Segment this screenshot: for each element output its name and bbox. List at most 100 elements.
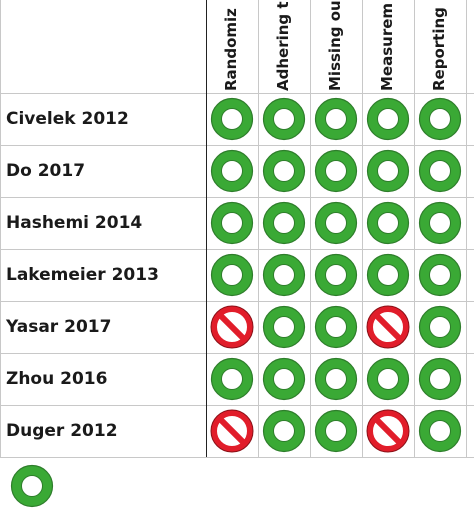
grid-line xyxy=(0,301,474,302)
low-risk-icon xyxy=(314,357,358,401)
rating-cell xyxy=(362,353,414,405)
rating-cell xyxy=(362,145,414,197)
low-risk-icon xyxy=(262,357,306,401)
rating-cell xyxy=(362,93,414,145)
domain-header: Measurem xyxy=(362,0,414,93)
rating-cell xyxy=(206,405,258,457)
low-risk-icon xyxy=(418,97,462,141)
rating-cell xyxy=(310,93,362,145)
domain-header: Adhering t xyxy=(258,0,310,93)
rating-cell xyxy=(258,93,310,145)
grid-line xyxy=(0,405,474,406)
rating-cell xyxy=(414,145,466,197)
domain-label: Adhering t xyxy=(274,1,292,91)
rating-cell xyxy=(414,197,466,249)
domain-header: Reporting xyxy=(414,0,466,93)
low-risk-icon xyxy=(418,149,462,193)
grid-line xyxy=(0,145,474,146)
rating-cell xyxy=(206,353,258,405)
grid-line xyxy=(0,93,474,94)
study-label: Duger 2012 xyxy=(6,421,118,441)
rating-cell xyxy=(258,249,310,301)
high-risk-icon xyxy=(210,409,254,453)
rating-cell xyxy=(362,197,414,249)
rating-cell xyxy=(258,301,310,353)
rating-cell xyxy=(362,301,414,353)
study-label: Civelek 2012 xyxy=(6,109,129,129)
low-risk-icon xyxy=(210,201,254,245)
low-risk-icon xyxy=(314,253,358,297)
low-risk-icon xyxy=(366,201,410,245)
high-risk-icon xyxy=(366,305,410,349)
low-risk-icon xyxy=(366,253,410,297)
high-risk-icon xyxy=(366,409,410,453)
rating-cell xyxy=(206,93,258,145)
study-label: Do 2017 xyxy=(6,161,86,181)
study-label: Lakemeier 2013 xyxy=(6,265,159,285)
domain-label: Measurem xyxy=(378,2,396,91)
rating-cell xyxy=(310,145,362,197)
rating-cell xyxy=(206,301,258,353)
low-risk-icon xyxy=(418,201,462,245)
rating-cell xyxy=(206,197,258,249)
rating-cell xyxy=(414,405,466,457)
grid-line xyxy=(414,0,415,457)
grid-line xyxy=(310,0,311,457)
low-risk-icon xyxy=(366,357,410,401)
low-risk-icon xyxy=(314,305,358,349)
grid-line xyxy=(466,0,467,457)
grid-line xyxy=(0,197,474,198)
high-risk-icon xyxy=(210,305,254,349)
low-risk-icon xyxy=(314,97,358,141)
domain-header: Missing ou xyxy=(310,0,362,93)
low-risk-icon xyxy=(10,464,54,508)
domain-header: Randomiz xyxy=(206,0,258,93)
low-risk-icon xyxy=(314,409,358,453)
low-risk-icon xyxy=(262,149,306,193)
rating-cell xyxy=(258,145,310,197)
rating-cell xyxy=(206,249,258,301)
rating-cell xyxy=(310,197,362,249)
low-risk-icon xyxy=(262,305,306,349)
low-risk-icon xyxy=(210,149,254,193)
rating-cell xyxy=(362,405,414,457)
low-risk-icon xyxy=(262,97,306,141)
study-label: Hashemi 2014 xyxy=(6,213,143,233)
rating-cell xyxy=(414,301,466,353)
study-label: Yasar 2017 xyxy=(6,317,112,337)
rating-cell xyxy=(310,405,362,457)
grid-line xyxy=(206,0,207,457)
rating-cell xyxy=(206,145,258,197)
grid-line xyxy=(362,0,363,457)
rating-cell xyxy=(362,249,414,301)
low-risk-icon xyxy=(418,409,462,453)
domain-label: Randomiz xyxy=(222,8,240,91)
rating-cell xyxy=(414,353,466,405)
domain-label: Missing ou xyxy=(326,0,344,91)
rating-cell xyxy=(258,197,310,249)
grid-line xyxy=(0,353,474,354)
rating-cell xyxy=(310,249,362,301)
rating-cell xyxy=(310,301,362,353)
domain-label: Reporting xyxy=(430,7,448,91)
grid-line xyxy=(0,457,474,458)
grid-line xyxy=(258,0,259,457)
rating-cell xyxy=(258,405,310,457)
low-risk-icon xyxy=(418,357,462,401)
rating-cell xyxy=(258,353,310,405)
low-risk-icon xyxy=(314,201,358,245)
low-risk-icon xyxy=(262,201,306,245)
low-risk-icon xyxy=(314,149,358,193)
low-risk-icon xyxy=(366,149,410,193)
low-risk-icon xyxy=(262,409,306,453)
study-label: Zhou 2016 xyxy=(6,369,108,389)
grid-line xyxy=(0,249,474,250)
rating-cell xyxy=(310,353,362,405)
low-risk-icon xyxy=(366,97,410,141)
low-risk-icon xyxy=(262,253,306,297)
legend-item xyxy=(6,460,58,512)
low-risk-icon xyxy=(210,253,254,297)
low-risk-icon xyxy=(418,253,462,297)
low-risk-icon xyxy=(210,97,254,141)
